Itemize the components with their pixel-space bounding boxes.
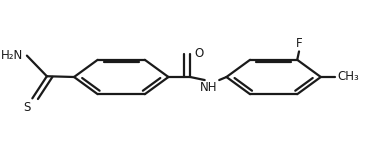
Text: H₂N: H₂N bbox=[1, 49, 23, 62]
Text: F: F bbox=[296, 37, 302, 50]
Text: NH: NH bbox=[199, 81, 217, 94]
Text: CH₃: CH₃ bbox=[337, 71, 359, 83]
Text: S: S bbox=[23, 101, 30, 114]
Text: O: O bbox=[194, 47, 204, 60]
